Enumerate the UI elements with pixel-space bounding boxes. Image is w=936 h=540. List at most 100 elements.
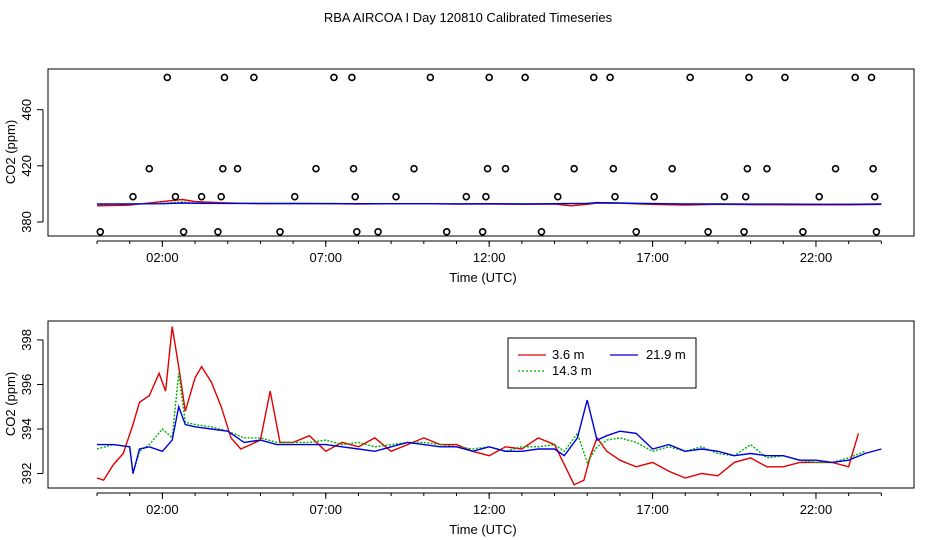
bottom-axes: 02:00 07:00 12:00 17:00 22:00 392 394 396 398	[19, 329, 882, 517]
bottom-y-tick-label: 394	[19, 418, 34, 440]
top-ylabel: CO2 (ppm)	[3, 120, 18, 184]
calibration-point	[217, 192, 225, 201]
bottom-x-tick-label: 12:00	[473, 502, 506, 517]
top-plot-frame	[47, 68, 915, 237]
calibration-point	[720, 192, 729, 201]
top-y-tick-label: 460	[19, 99, 34, 121]
top-y-tick-label: 380	[19, 211, 34, 233]
calibration-point	[483, 164, 492, 173]
calibration-point	[482, 192, 490, 201]
calibration-point	[704, 227, 712, 236]
calibration-point	[219, 164, 227, 173]
calibration-point	[589, 73, 598, 82]
calibration-point	[521, 73, 529, 82]
calibration-point	[743, 164, 752, 173]
bottom-series-3-6-m	[96, 326, 860, 486]
calibration-point	[537, 227, 546, 236]
bottom-x-tick-label: 22:00	[800, 502, 833, 517]
legend-label-21-9m: 21.9 m	[646, 347, 686, 362]
top-panel: 02:00 07:00 12:00 17:00 22:00 380 420 460 Time …	[3, 68, 915, 285]
calibration-point	[171, 192, 180, 201]
calibration-point	[851, 73, 859, 82]
calibration-point	[214, 227, 222, 236]
legend-label-3-6m: 3.6 m	[552, 347, 585, 362]
calibration-point	[745, 73, 753, 82]
top-x-tick-label: 12:00	[473, 250, 506, 265]
top-series-21-9-m	[96, 201, 882, 206]
legend: 3.6 m 21.9 m 14.3 m	[507, 337, 697, 389]
calibration-point	[312, 164, 320, 173]
top-x-tick-label: 22:00	[800, 250, 833, 265]
calibration-point	[606, 73, 614, 82]
calibration-point	[426, 73, 435, 82]
calibration-point	[276, 227, 284, 236]
bottom-panel: 02:00 07:00 12:00 17:00 22:00 392 394 396 398 Ti…	[3, 320, 915, 537]
calibration-point	[351, 192, 359, 201]
top-marks	[96, 73, 882, 236]
calibration-point	[501, 164, 510, 173]
calibration-point	[410, 164, 418, 173]
calibration-point	[250, 73, 258, 82]
calibration-point	[163, 73, 172, 82]
calibration-point	[650, 192, 659, 201]
bottom-marks	[96, 326, 882, 486]
calibration-point	[233, 164, 242, 173]
calibration-point	[831, 164, 840, 173]
top-x-tick-label: 07:00	[310, 250, 343, 265]
calibration-point	[609, 164, 618, 173]
top-x-tick-label: 17:00	[636, 250, 669, 265]
calibration-point	[462, 192, 471, 201]
bottom-x-tick-label: 02:00	[146, 502, 179, 517]
top-y-tick-label: 420	[19, 155, 34, 177]
calibration-point	[349, 164, 358, 173]
bottom-series-14-3-m	[96, 373, 866, 474]
calibration-point	[442, 227, 451, 236]
bottom-plot-frame	[47, 320, 915, 489]
calibration-point	[374, 227, 382, 236]
calibration-point	[799, 227, 807, 236]
calibration-point	[96, 227, 105, 236]
calibration-point	[632, 227, 641, 236]
bottom-xlabel: Time (UTC)	[449, 522, 516, 537]
calibration-point	[872, 227, 881, 236]
calibration-point	[478, 227, 487, 236]
bottom-x-tick-label: 17:00	[636, 502, 669, 517]
legend-box	[507, 337, 697, 389]
calibration-point	[129, 192, 137, 201]
calibration-point	[220, 73, 229, 82]
bottom-ylabel: CO2 (ppm)	[3, 372, 18, 436]
calibration-point	[353, 227, 361, 236]
calibration-point	[763, 164, 771, 173]
calibration-point	[870, 192, 879, 201]
calibration-point	[485, 73, 493, 82]
calibration-point	[179, 227, 188, 236]
calibration-point	[781, 73, 789, 82]
calibration-point	[553, 192, 562, 201]
calibration-point	[740, 227, 748, 236]
bottom-series-21-9-m	[97, 399, 882, 474]
top-x-tick-label: 02:00	[146, 250, 179, 265]
calibration-point	[330, 73, 338, 82]
legend-label-14-3m: 14.3 m	[552, 363, 592, 378]
figure-title: RBA AIRCOA I Day 120810 Calibrated Times…	[324, 10, 613, 25]
top-axes: 02:00 07:00 12:00 17:00 22:00 380 420 460	[19, 99, 882, 265]
calibration-point	[570, 164, 578, 173]
calibration-point	[290, 192, 299, 201]
calibration-point	[815, 192, 824, 201]
top-xlabel: Time (UTC)	[449, 270, 516, 285]
calibration-point	[668, 164, 676, 173]
bottom-y-tick-label: 396	[19, 374, 34, 396]
calibration-point	[145, 164, 154, 173]
calibration-point	[869, 164, 877, 173]
calibration-point	[867, 73, 876, 82]
calibration-point	[348, 73, 356, 82]
calibration-point	[686, 73, 694, 82]
bottom-x-tick-label: 07:00	[310, 502, 343, 517]
bottom-y-tick-label: 392	[19, 463, 34, 485]
bottom-y-tick-label: 398	[19, 329, 34, 351]
calibration-point	[741, 192, 750, 201]
calibration-point	[197, 192, 206, 201]
calibration-point	[611, 192, 619, 201]
calibration-point	[392, 192, 400, 201]
